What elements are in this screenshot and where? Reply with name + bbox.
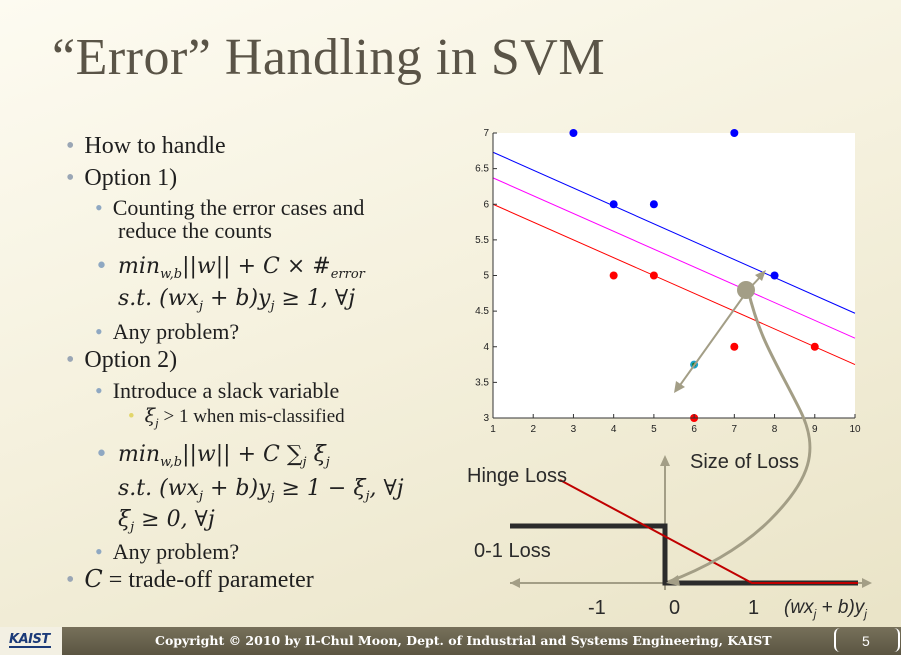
point-series1-1 (649, 271, 658, 280)
tick-one: 1 (748, 597, 759, 619)
slack-distance-line (677, 289, 749, 389)
formula-2-objective: • minw,b||w|| + C ∑j ξj (95, 442, 330, 470)
hinge-loss-label: Hinge Loss (467, 465, 567, 487)
page-number: 5 (862, 633, 870, 649)
point-series0-0 (569, 129, 578, 137)
x-tick-label: 1 (490, 424, 496, 435)
decision-line-2 (492, 203, 856, 366)
bullet-any-problem-2: • Any problem? (95, 539, 240, 564)
bullet-counting: • Counting the error cases and (95, 195, 365, 220)
y-tick-label: 6 (483, 199, 489, 210)
formula-1-constraint: s.t. (wxj + b)yj ≥ 1, ∀j (118, 286, 356, 314)
bullet-option-2: • Option 2) (66, 347, 178, 373)
bullet-xi-misclassified: • ξj > 1 when mis-classified (128, 405, 345, 430)
x-tick-label: 4 (611, 424, 617, 435)
bullet-option-1: • Option 1) (66, 165, 178, 191)
bullet-counting-cont: reduce the counts (118, 218, 272, 243)
x-tick-label: 6 (691, 424, 697, 435)
kaist-logo (0, 627, 62, 655)
x-tick-label: 10 (849, 424, 861, 435)
point-series0-1 (730, 129, 739, 137)
bullet-slack: • Introduce a slack variable (95, 378, 340, 403)
decision-line-0 (492, 151, 856, 314)
loss-x-arrow-left (510, 578, 520, 588)
slack-marker (737, 281, 755, 299)
loss-x-arrow-right (862, 578, 872, 588)
formula-1-objective: • minw,b||w|| + C × #error (95, 254, 365, 282)
kaist-logo-text: KAIST (9, 632, 50, 647)
hinge-loss-curve (559, 479, 858, 584)
y-tick-label: 5 (483, 271, 489, 282)
formula-2-xi-nonneg: ξj ≥ 0, ∀j (118, 507, 215, 535)
size-of-loss-curve-arrow (667, 289, 812, 584)
size-of-loss-label: Size of Loss (690, 451, 799, 473)
y-tick-label: 7 (483, 128, 489, 139)
point-series0-4 (770, 271, 779, 280)
tick-minus-one: -1 (588, 597, 606, 619)
y-tick-label: 4 (483, 342, 489, 353)
x-tick-label: 9 (812, 424, 818, 435)
x-tick-label: 5 (651, 424, 657, 435)
slack-arrow-head-high (755, 270, 766, 281)
footer-bar (0, 627, 901, 655)
zero-one-loss-label: 0-1 Loss (474, 540, 551, 562)
loss-axis-label: (wxj + b)yj (784, 597, 867, 621)
x-tick-label: 7 (732, 424, 738, 435)
bullet-c-tradeoff: • C = trade-off parameter (66, 565, 314, 593)
tick-zero: 0 (669, 597, 680, 619)
page-number-box (834, 628, 900, 652)
y-tick-label: 6.5 (475, 164, 489, 175)
x-tick-label: 2 (530, 424, 536, 435)
bullet-how-to-handle: • How to handle (66, 133, 226, 159)
bullet-any-problem-1: • Any problem? (95, 319, 240, 344)
y-tick-label: 3 (483, 413, 489, 424)
slack-arrow-head-low (674, 381, 685, 393)
point-series0-3 (649, 200, 658, 209)
decision-line-1 (492, 177, 856, 339)
slide-title: “Error” Handling in SVM (52, 29, 606, 86)
y-tick-label: 4.5 (475, 306, 489, 317)
kaist-logo-underline (9, 646, 51, 648)
x-tick-label: 8 (772, 424, 778, 435)
y-tick-label: 5.5 (475, 235, 489, 246)
copyright-text: Copyright © 2010 by Il-Chul Moon, Dept. … (155, 633, 772, 648)
point-series1-2 (730, 342, 739, 351)
plot-area (493, 133, 855, 418)
loss-y-arrow (660, 455, 670, 466)
point-series1-0 (609, 271, 618, 280)
y-tick-label: 3.5 (475, 377, 489, 388)
point-series1-3 (810, 342, 819, 351)
x-tick-label: 3 (571, 424, 577, 435)
point-series0-2 (609, 200, 618, 209)
formula-2-constraint: s.t. (wxj + b)yj ≥ 1 − ξj, ∀j (118, 476, 404, 504)
size-of-loss-arrow-head (666, 575, 680, 586)
